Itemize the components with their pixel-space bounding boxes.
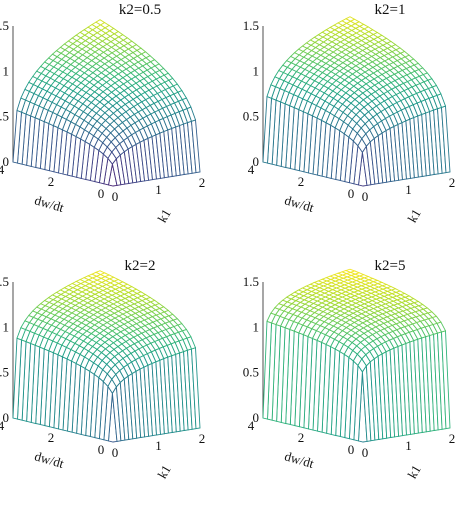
- surface-mesh: [12, 19, 201, 187]
- z-tick-label: 1: [253, 319, 260, 334]
- surface-cell: [95, 19, 106, 26]
- x-axis-label: k1: [154, 206, 173, 225]
- z-tick-label: 1.5: [0, 18, 9, 33]
- panel-title: k2=5: [375, 258, 406, 274]
- x-tick-label: 0: [362, 445, 369, 460]
- y-tick-label: 4: [0, 418, 5, 433]
- y-tick-label: 4: [0, 162, 5, 177]
- surface-cell: [94, 270, 106, 275]
- y-tick-label: 4: [248, 418, 255, 433]
- z-tick-label: 0: [3, 154, 10, 169]
- panel-title: k2=2: [125, 258, 156, 274]
- x-tick-label: 2: [199, 431, 206, 446]
- y-tick-label: 2: [48, 430, 55, 445]
- z-tick-label: 1.5: [243, 18, 259, 33]
- z-tick-label: 1: [3, 319, 10, 334]
- x-tick-label: 2: [449, 431, 456, 446]
- y-tick-label: 0: [348, 442, 355, 457]
- z-tick-label: 1: [253, 63, 260, 78]
- x-tick-label: 1: [405, 438, 412, 453]
- z-tick-label: 1.5: [0, 274, 9, 289]
- y-axis-label: dw/dt: [283, 448, 316, 471]
- y-tick-label: 0: [348, 186, 355, 201]
- z-tick-label: 0: [3, 410, 10, 425]
- y-tick-label: 2: [48, 174, 55, 189]
- y-tick-label: 4: [248, 162, 255, 177]
- x-tick-label: 2: [199, 175, 206, 190]
- surface-mesh: [262, 268, 451, 443]
- x-tick-label: 1: [405, 182, 412, 197]
- x-tick-label: 1: [155, 182, 162, 197]
- z-tick-label: 0: [253, 410, 260, 425]
- surface-cell: [344, 268, 356, 273]
- x-tick-label: 0: [362, 189, 369, 204]
- surface-cell: [345, 16, 356, 22]
- y-tick-label: 0: [98, 442, 105, 457]
- z-tick-label: 0: [253, 154, 260, 169]
- x-axis-label: k1: [404, 462, 423, 481]
- x-axis-label: k1: [404, 206, 423, 225]
- panel-title: k2=0.5: [119, 2, 161, 18]
- x-tick-label: 1: [155, 438, 162, 453]
- y-axis-label: dw/dt: [283, 192, 316, 215]
- z-tick-label: 0.5: [243, 365, 259, 380]
- y-axis-label: dw/dt: [33, 192, 66, 215]
- y-axis-label: dw/dt: [33, 448, 66, 471]
- z-tick-label: 0.5: [0, 365, 9, 380]
- y-tick-label: 2: [298, 430, 305, 445]
- z-tick-label: 1.5: [243, 274, 259, 289]
- z-tick-label: 1: [3, 63, 10, 78]
- x-axis-label: k1: [154, 462, 173, 481]
- y-tick-label: 0: [98, 186, 105, 201]
- x-tick-label: 2: [449, 175, 456, 190]
- z-tick-label: 0.5: [0, 109, 9, 124]
- x-tick-label: 0: [112, 445, 119, 460]
- surface-mesh: [12, 270, 201, 443]
- x-tick-label: 0: [112, 189, 119, 204]
- panel-title: k2=1: [375, 2, 406, 18]
- y-tick-label: 2: [298, 174, 305, 189]
- z-tick-label: 0.5: [243, 109, 259, 124]
- surface-mesh: [262, 16, 451, 187]
